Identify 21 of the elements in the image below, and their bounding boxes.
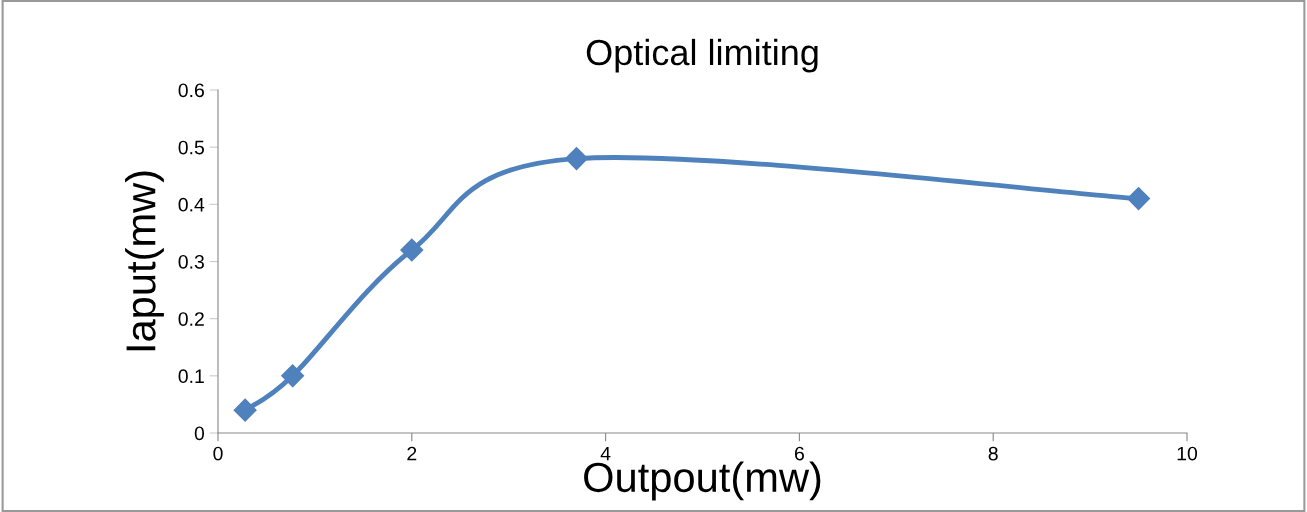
y-tick-label: 0.4 — [178, 197, 205, 212]
y-tick-label: 0.3 — [178, 254, 204, 269]
point — [281, 364, 305, 388]
x-axis-title: Outpout(mw) — [584, 461, 821, 501]
point — [565, 147, 589, 171]
x-tick-label: 8 — [988, 446, 998, 461]
chart-title: Optical limiting — [586, 38, 818, 73]
y-axis-title: Iaput(mw) — [125, 171, 164, 351]
x-tick-label: 2 — [407, 446, 417, 461]
x-tick-label: 6 — [794, 446, 804, 461]
y-tick-label: 0 — [194, 426, 205, 441]
point — [1127, 187, 1151, 211]
y-tick-label: 0.6 — [178, 83, 204, 98]
x-tick-label: 0 — [213, 446, 223, 461]
point — [233, 398, 257, 422]
point — [400, 238, 424, 262]
x-tick-label: 4 — [600, 446, 611, 461]
y-tick-label: 0.2 — [178, 312, 204, 326]
y-tick-label: 0.1 — [178, 369, 204, 384]
x-tick-label: 10 — [1177, 446, 1198, 461]
y-tick-label: 0.5 — [178, 140, 204, 155]
